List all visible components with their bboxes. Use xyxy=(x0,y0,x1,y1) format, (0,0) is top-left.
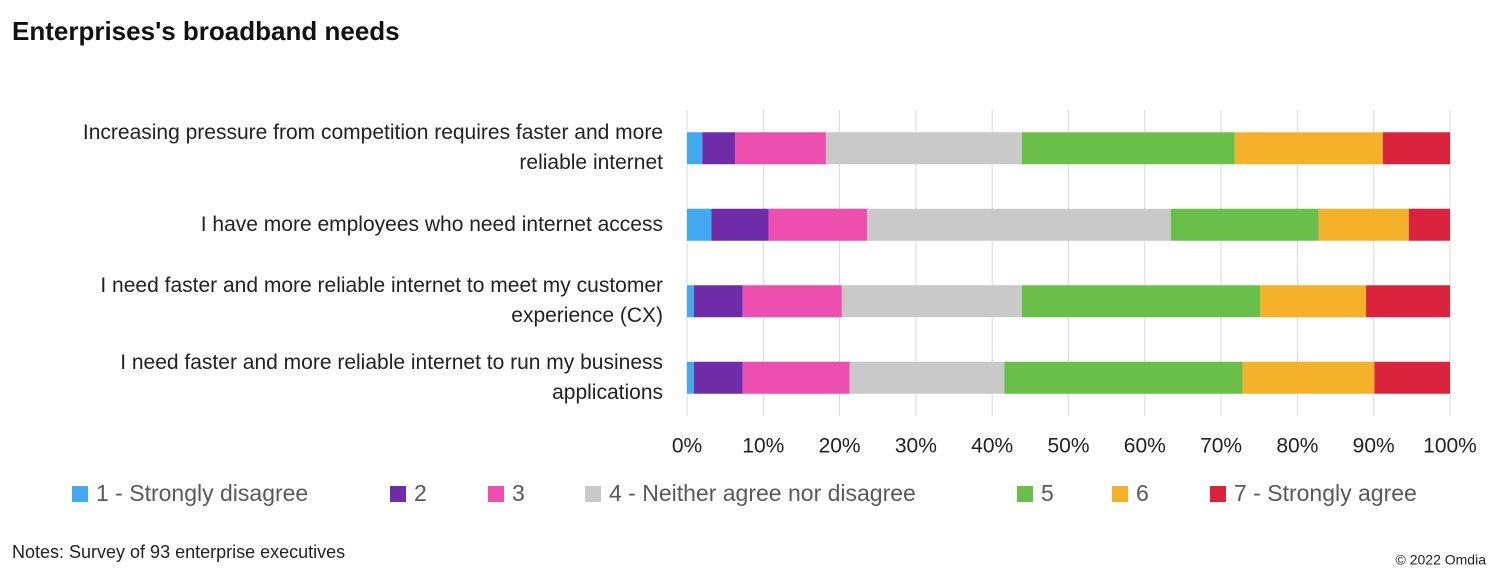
bar-segment xyxy=(687,208,712,241)
x-tick-label: 50% xyxy=(1047,435,1089,458)
bar-segment xyxy=(687,132,703,165)
bar-segment xyxy=(693,361,743,394)
legend-swatch xyxy=(390,486,406,502)
bar-segment xyxy=(1004,361,1243,394)
x-tick-label: 100% xyxy=(1423,435,1477,458)
x-tick-label: 20% xyxy=(819,435,861,458)
bar-segment xyxy=(1170,208,1319,241)
bar-segment xyxy=(735,132,826,165)
note: Notes: Survey of 93 enterprise executive… xyxy=(12,542,345,562)
y-tick-label: I need faster and more reliable internet… xyxy=(120,350,663,404)
x-tick-label: 0% xyxy=(672,435,702,458)
bar-segment xyxy=(825,132,1022,165)
legend-label: 3 xyxy=(512,480,525,506)
x-tick-label: 30% xyxy=(895,435,937,458)
legend-label: 2 xyxy=(414,480,427,506)
bar-segment xyxy=(742,361,850,394)
bar-segment xyxy=(693,285,743,318)
bar-segment xyxy=(1242,361,1375,394)
legend-label: 7 - Strongly agree xyxy=(1234,480,1417,506)
bar-segment xyxy=(1366,285,1450,318)
bar-segment xyxy=(849,361,1005,394)
bar-segment xyxy=(1234,132,1383,165)
bar-segment xyxy=(687,361,694,394)
y-tick-label: I have more employees who need internet … xyxy=(200,212,663,236)
bar-segment xyxy=(1021,285,1261,318)
bar-segment xyxy=(1260,285,1367,318)
bar-segment xyxy=(687,285,694,318)
x-tick-label: 40% xyxy=(971,435,1013,458)
bar-segment xyxy=(841,285,1022,318)
legend-label: 1 - Strongly disagree xyxy=(96,480,308,506)
bar-segment xyxy=(867,208,1171,241)
bar-segment xyxy=(768,208,868,241)
x-tick-label: 80% xyxy=(1276,435,1318,458)
y-tick-label: Increasing pressure from competition req… xyxy=(82,121,663,175)
legend-swatch xyxy=(1017,486,1033,502)
bar-segment xyxy=(1408,208,1450,241)
x-tick-label: 60% xyxy=(1124,435,1166,458)
bar-segment xyxy=(1021,132,1235,165)
x-tick-label: 90% xyxy=(1353,435,1395,458)
bar-segment xyxy=(1318,208,1409,241)
legend-swatch xyxy=(72,486,88,502)
bar-segment xyxy=(1374,361,1450,394)
chart-title: Enterprises's broadband needs xyxy=(12,16,400,46)
bar-segment xyxy=(742,285,842,318)
legend-swatch xyxy=(1112,486,1128,502)
legend-swatch xyxy=(1210,486,1226,502)
legend-swatch xyxy=(488,486,504,502)
legend-label: 5 xyxy=(1041,480,1054,506)
x-tick-label: 70% xyxy=(1200,435,1242,458)
x-tick-label: 10% xyxy=(742,435,784,458)
legend-swatch xyxy=(585,486,601,502)
bar-segment xyxy=(1382,132,1450,165)
bar-segment xyxy=(711,208,769,241)
bar-segment xyxy=(702,132,736,165)
legend-label: 4 - Neither agree nor disagree xyxy=(609,480,916,506)
copyright: © 2022 Omdia xyxy=(1396,552,1487,568)
legend-label: 6 xyxy=(1136,480,1149,506)
y-tick-label: I need faster and more reliable internet… xyxy=(100,274,663,328)
